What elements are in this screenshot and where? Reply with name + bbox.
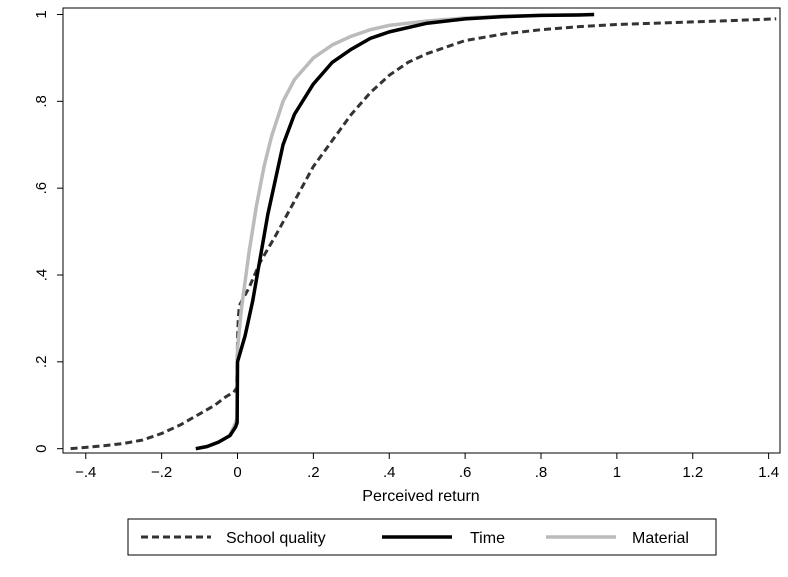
x-axis-title: Perceived return [362, 488, 479, 505]
x-tick-label: .4 [383, 464, 396, 481]
x-tick-label: 1.2 [682, 464, 703, 481]
x-axis: −.4 −.2 0 .2 .4 .6 .8 1 1.2 1.4 [75, 453, 779, 481]
legend-label-school-quality: School quality [226, 530, 326, 547]
legend-label-material: Material [632, 530, 689, 547]
legend: School quality Time Material [127, 518, 717, 556]
x-tick-label: 0 [233, 464, 241, 481]
y-tick-label: .2 [33, 356, 50, 369]
x-tick-label: .2 [307, 464, 320, 481]
y-tick-label: .6 [33, 182, 50, 195]
x-tick-label: .8 [535, 464, 548, 481]
plot-frame [62, 7, 781, 454]
y-tick-label: .4 [33, 269, 50, 282]
y-tick-label: 0 [33, 444, 50, 452]
y-tick-label: 1 [33, 10, 50, 18]
series-line-school-quality [70, 17, 777, 451]
legend-label-time: Time [470, 530, 505, 547]
series-line-time [195, 12, 595, 451]
x-tick-label: .6 [459, 464, 472, 481]
y-axis: 0 .2 .4 .6 .8 1 [33, 10, 63, 453]
x-tick-label: −.4 [75, 464, 96, 481]
x-tick-label: 1 [613, 464, 621, 481]
y-tick-label: .8 [33, 95, 50, 108]
series-layer [70, 12, 777, 451]
x-tick-label: 1.4 [758, 464, 779, 481]
x-tick-label: −.2 [151, 464, 172, 481]
